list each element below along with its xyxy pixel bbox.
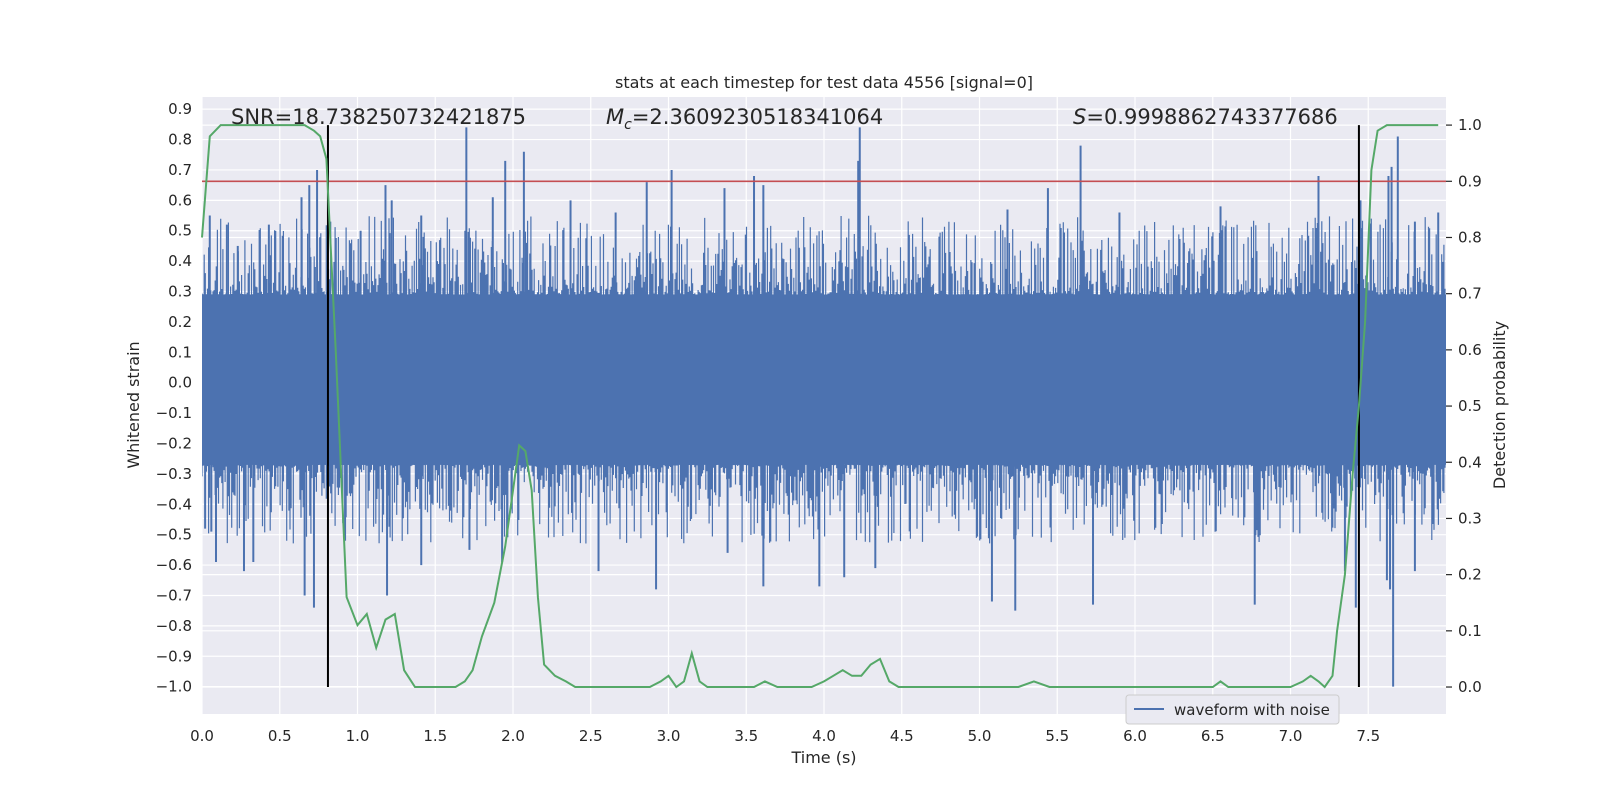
x-tick-label: 4.5 (890, 727, 914, 745)
y-left-tick-label: 0.7 (168, 161, 192, 179)
legend-box (1125, 694, 1340, 725)
waveform-trace (202, 215, 1446, 544)
mc-subscript: c (624, 117, 632, 133)
y-left-tick-label: −0.6 (156, 556, 192, 574)
probability-line (201, 124, 1439, 689)
y-right-axis-ticks: 1.0 0.9 0.8 0.7 0.6 0.5 0.4 0.3 0.2 0.1 0.0 (1446, 116, 1482, 696)
y-right-tick-label: 0.3 (1458, 509, 1482, 527)
y-left-tick-label: −0.1 (156, 404, 192, 422)
y-left-axis-label: Whitened strain (124, 341, 143, 468)
x-tick-label: 1.0 (346, 727, 370, 745)
y-right-tick-label: 0.4 (1458, 453, 1482, 471)
y-left-tick-label: 0.3 (168, 283, 192, 301)
x-tick-label: 5.0 (968, 727, 992, 745)
x-tick-label: 1.5 (423, 727, 447, 745)
y-left-tick-label: 0.2 (168, 313, 192, 331)
y-left-tick-label: −0.4 (156, 495, 192, 513)
x-tick-label: 4.0 (812, 727, 836, 745)
x-tick-label: 7.5 (1356, 727, 1380, 745)
mc-annotation: Mc=2.3609230518341064 (606, 105, 883, 133)
y-right-tick-label: 0.0 (1458, 678, 1482, 696)
y-left-tick-label: −0.5 (156, 526, 192, 544)
legend-label: waveform with noise (1174, 701, 1330, 719)
x-axis-ticks: 0.0 0.5 1.0 1.5 2.0 2.5 3.0 3.5 4.0 4.5 5.0 5.5 6.0 6… (190, 727, 1380, 745)
y-left-tick-label: 0.5 (168, 222, 192, 240)
x-tick-label: 0.5 (268, 727, 292, 745)
s-value: =0.9998862743377686 (1086, 105, 1337, 129)
y-right-tick-label: 0.1 (1458, 622, 1482, 640)
y-left-tick-label: 0.8 (168, 131, 192, 149)
y-right-tick-label: 0.7 (1458, 285, 1482, 303)
y-right-tick-label: 0.6 (1458, 341, 1482, 359)
x-tick-label: 2.0 (501, 727, 525, 745)
y-right-tick-label: 0.5 (1458, 397, 1482, 415)
y-right-tick-label: 0.8 (1458, 228, 1482, 246)
y-left-tick-label: 0.4 (168, 252, 192, 270)
y-left-tick-label: 0.1 (168, 343, 192, 361)
y-left-tick-label: −0.7 (156, 586, 192, 604)
y-right-tick-label: 1.0 (1458, 116, 1482, 134)
x-tick-label: 7.0 (1279, 727, 1303, 745)
y-right-tick-label: 0.9 (1458, 172, 1482, 190)
y-left-tick-label: 0.0 (168, 374, 192, 392)
chart-title: stats at each timestep for test data 455… (615, 73, 1033, 92)
y-left-tick-label: −0.3 (156, 465, 192, 483)
mc-symbol: M (606, 105, 624, 129)
snr-annotation: SNR=18.738250732421875 (231, 105, 526, 129)
y-left-tick-label: −0.2 (156, 434, 192, 452)
waveform-series (202, 127, 1446, 687)
x-tick-label: 2.5 (579, 727, 603, 745)
probability-series (201, 124, 1439, 689)
x-tick-label: 6.0 (1123, 727, 1147, 745)
x-tick-label: 3.0 (657, 727, 681, 745)
y-left-tick-label: 0.9 (168, 100, 192, 118)
y-left-tick-label: 0.6 (168, 191, 192, 209)
s-symbol: S (1073, 105, 1086, 129)
x-tick-label: 3.5 (734, 727, 758, 745)
x-tick-label: 6.5 (1201, 727, 1225, 745)
x-axis-label: Time (s) (790, 748, 856, 767)
y-left-tick-label: −0.8 (156, 617, 192, 635)
x-tick-label: 5.5 (1045, 727, 1069, 745)
s-annotation: S=0.9998862743377686 (1073, 105, 1338, 129)
mc-value: =2.3609230518341064 (632, 105, 883, 129)
y-left-tick-label: −0.9 (156, 647, 192, 665)
x-tick-label: 0.0 (190, 727, 214, 745)
y-left-tick-label: −1.0 (156, 678, 192, 696)
y-right-axis-label: Detection probability (1490, 321, 1509, 489)
y-left-axis-ticks: 0.9 0.8 0.7 0.6 0.5 0.4 0.3 0.2 0.1 0.0 −0.1 −0.2 −0… (156, 100, 192, 695)
y-right-tick-label: 0.2 (1458, 566, 1482, 584)
legend: waveform with noise (1125, 694, 1340, 725)
